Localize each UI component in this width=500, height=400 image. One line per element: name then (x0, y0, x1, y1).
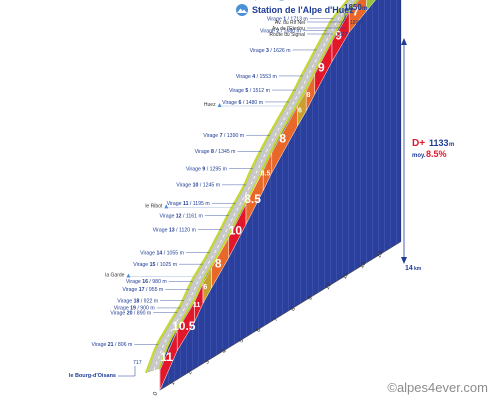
virage-label: Virage 11 / 1195 m (167, 201, 210, 207)
summit-altitude: 1850 (344, 3, 362, 12)
axis-tick-label: 6 (256, 327, 263, 333)
axis-tick-label: 11 (342, 271, 351, 280)
virage-label: Virage 6 / 1480 m (222, 100, 263, 106)
axis-tick-label: 8 (290, 306, 297, 312)
total-distance: 14 (405, 265, 413, 272)
top-markers: Av. du Rif Nel 1827 Av. de l'Eterlou Rou… (269, 20, 361, 38)
summit-title: Station de l'Alpe d'Huez 1850 m (236, 3, 367, 20)
village-icon (279, 0, 284, 1)
climb-d-plus-icon: D+ (412, 138, 425, 149)
avg-gradient-label: moy. (412, 153, 426, 159)
top-marker-label: Av. du Rif Nel (275, 20, 305, 26)
start-marker: le Bourg-d'Oisans 717 (69, 360, 142, 379)
segment-gradient-label: 11 (193, 302, 201, 309)
segment-gradient-label: 9 (318, 61, 325, 75)
watermark: ©alpes4ever.com (387, 380, 488, 395)
virage-label: Virage 4 / 1553 m (236, 74, 277, 80)
segment-gradient-label: 8 (215, 257, 222, 271)
place-label: l'Alpe d'Huez (249, 0, 278, 2)
axis-tick-label: 3 (204, 359, 211, 365)
top-marker-altitude: 1827 (336, 32, 348, 38)
virage-label: Virage 21 / 806 m (91, 342, 132, 348)
total-climb-unit: m (449, 142, 454, 148)
place-label: Huez (204, 102, 216, 108)
virage-label: Virage 20 / 890 m (110, 310, 151, 316)
road-ribbon (144, 0, 359, 374)
axis-tick-label: 4 (221, 348, 228, 354)
top-marker-altitude: 1827 (350, 20, 362, 26)
virage-label: Virage 19 / 900 m (114, 306, 155, 312)
profile-body (159, 0, 402, 391)
virage-label: Virage 17 / 955 m (122, 287, 163, 293)
axis-tick-label: 0 (152, 391, 159, 397)
place-label: la Garde (105, 272, 124, 278)
segment-gradient-label: 8.5 (261, 170, 271, 177)
axis-tick-label: 7 (273, 316, 280, 322)
top-marker-label: Av. de l'Eterlou (272, 26, 305, 32)
virage-label: Virage 3 / 1626 m (250, 48, 291, 54)
virage-label: Virage 13 / 1120 m (153, 228, 196, 234)
road-edge-left (144, 0, 350, 374)
mountain-icon (237, 8, 247, 13)
segment-gradient-label: 6 (203, 284, 207, 291)
virage-label: Virage 10 / 1245 m (176, 183, 220, 189)
virage-label: Virage 7 / 1390 m (203, 133, 244, 139)
arrow-down-icon (401, 257, 407, 264)
village-icon (217, 103, 222, 108)
segment-gradient-label: 8.5 (244, 192, 261, 206)
virage-label: Virage 5 / 1512 m (229, 88, 270, 94)
arrow-up-icon (401, 38, 407, 45)
virage-label: Virage 12 / 1161 m (159, 213, 202, 219)
village-icon (126, 273, 131, 278)
axis-line (159, 241, 401, 391)
axis-tick-label: 1 (170, 380, 177, 386)
start-altitude: 717 (133, 360, 142, 366)
virage-label: Virage 1 / 1713 m (267, 16, 308, 22)
road-edge-right (158, 0, 359, 370)
station-logo-icon (236, 4, 248, 16)
virage-label: Virage 16 / 980 m (126, 279, 167, 285)
axis-tick-label: 9 (307, 295, 314, 301)
virage-leaders (134, 18, 334, 345)
axis-tick-label: 5 (238, 338, 245, 344)
gradient-segment (366, 0, 376, 12)
segment-gradient-label: 10.5 (172, 319, 196, 333)
axis-tick-label: 12 (359, 260, 368, 269)
village-icon (164, 204, 169, 209)
segment-gradient-label: 8 (279, 132, 286, 146)
chart-title: Station de l'Alpe d'Huez (252, 5, 354, 15)
total-climb: 1133 (429, 138, 449, 148)
axis-tick-label: 2 (187, 369, 194, 375)
place-label: le Ribot (145, 203, 163, 209)
summit-altitude-unit: m (362, 6, 367, 12)
profile-side-face (159, 0, 402, 391)
segment-gradient-label: 10 (229, 224, 243, 238)
segment-gradient-label: 6 (298, 107, 302, 114)
virage-label: Virage 2 / 1680 m (260, 28, 301, 34)
segment-gradient-label: 7 (352, 5, 359, 19)
virage-label: Virage 18 / 922 m (117, 298, 158, 304)
top-marker-label: Route du Signal (269, 32, 305, 38)
avg-gradient: 8.5% (426, 149, 447, 159)
axis-tick-label: 10 (324, 282, 333, 291)
segment-gradient-label: 11 (160, 350, 173, 364)
segment-gradient-label: 9 (335, 29, 342, 43)
virage-label: Virage 8 / 1345 m (195, 149, 236, 155)
start-label: le Bourg-d'Oisans (69, 373, 116, 379)
total-distance-unit: km (414, 266, 422, 272)
climb-summary: D+ 1133 m moy. 8.5% 14 km (401, 38, 454, 272)
virage-label: Virage 15 / 1025 m (133, 262, 177, 268)
segment-gradient-label: 8 (307, 92, 311, 99)
virage-label: Virage 14 / 1055 m (140, 251, 184, 257)
virage-label: Virage 9 / 1295 m (186, 166, 227, 172)
axis-tick-label: 13 (376, 250, 385, 259)
place-labels: la Garde le Ribot Huez l'Alpe d'Huez (105, 0, 286, 278)
